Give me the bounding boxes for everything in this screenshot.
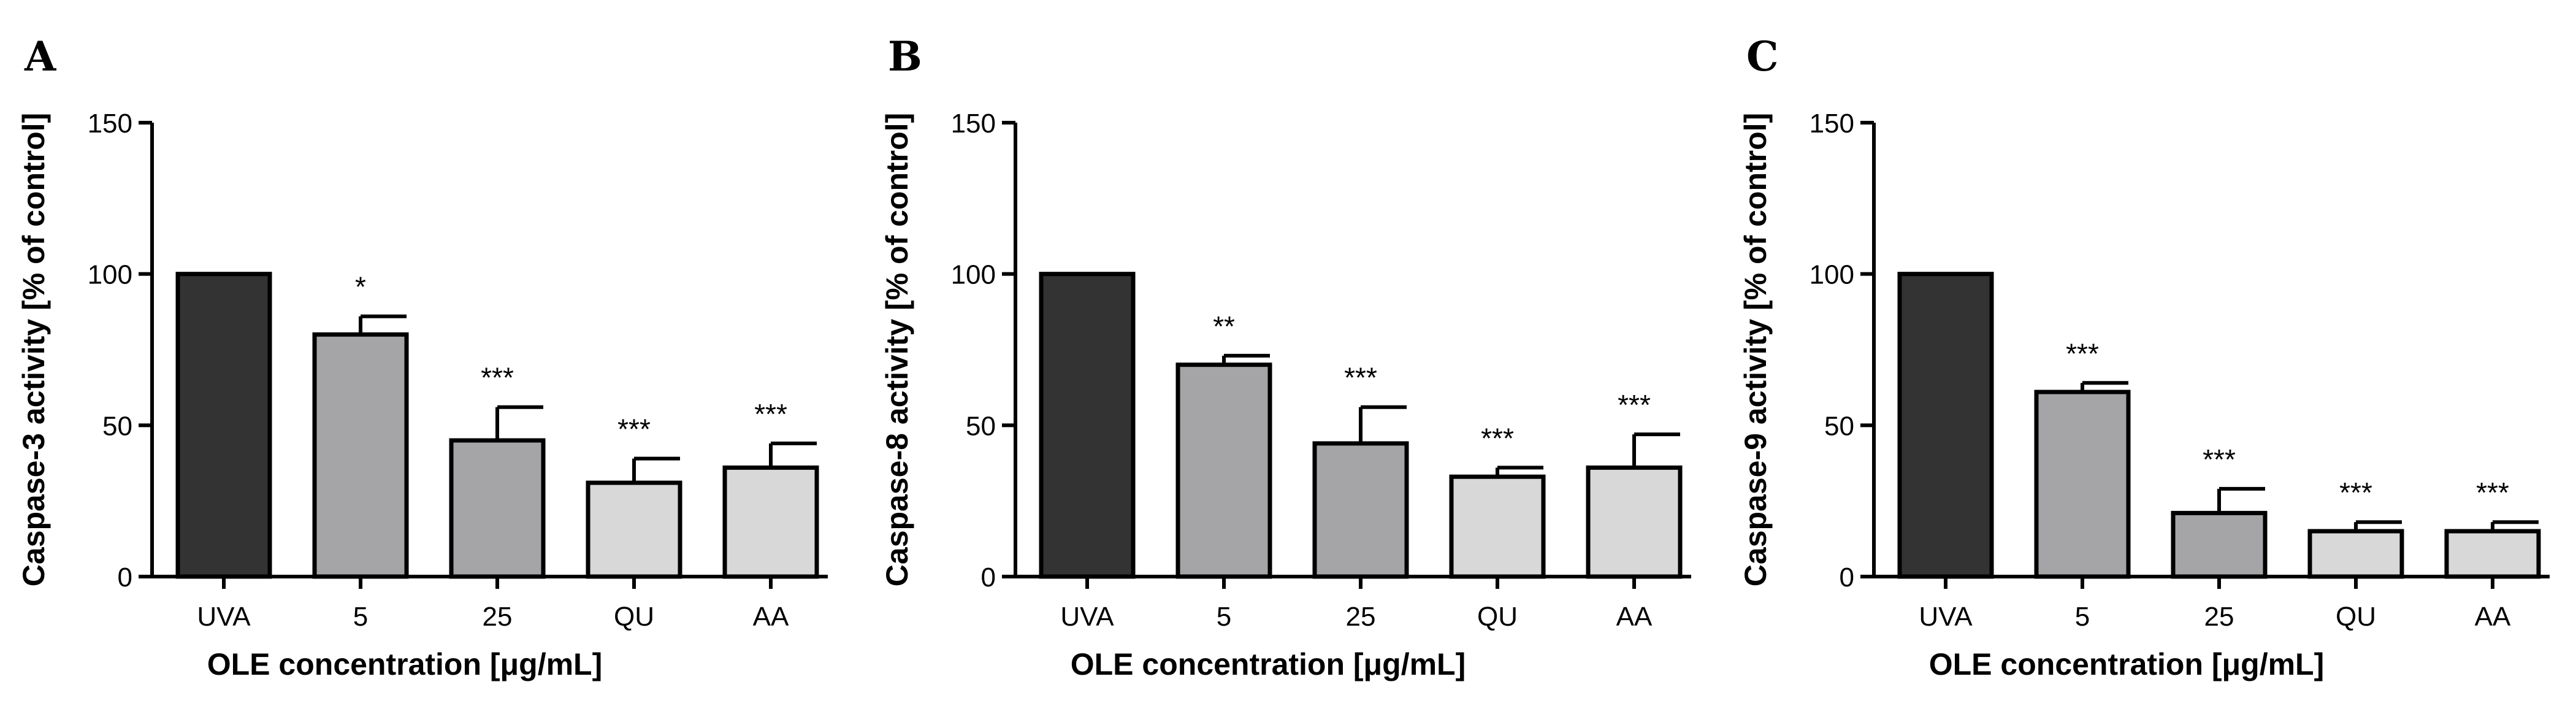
bar — [2171, 510, 2268, 579]
bar — [1039, 272, 1136, 579]
x-tick-label: 5 — [2075, 602, 2090, 632]
bar — [2307, 529, 2404, 579]
y-tick-label: 100 — [951, 260, 996, 290]
significance-label: *** — [1344, 362, 1377, 394]
x-axis-title: OLE concentration [μg/mL] — [1071, 647, 1466, 681]
y-axis-title: Caspase-9 activity [% of control] — [1738, 113, 1773, 586]
chart-panel-b: B Caspase-8 activity [% of control] 0 50 100… — [880, 33, 1691, 681]
bar — [312, 332, 409, 579]
x-tick-label: AA — [753, 602, 789, 632]
y-tick-label: 50 — [966, 411, 996, 441]
x-tick-label: QU — [2336, 602, 2376, 632]
x-tick-label: AA — [2475, 602, 2511, 632]
bar — [1586, 465, 1683, 579]
significance-label: *** — [2066, 337, 2099, 369]
y-tick-label: 0 — [118, 562, 132, 593]
y-tick-label: 100 — [1810, 260, 1854, 290]
significance-label: *** — [481, 362, 514, 394]
x-tick-label: AA — [1616, 602, 1653, 632]
x-tick-label: 5 — [353, 602, 368, 632]
bar — [1312, 441, 1409, 579]
x-tick-label: UVA — [197, 602, 251, 632]
bar — [449, 438, 546, 579]
chart-panel-c: C Caspase-9 activity [% of control] 0 50 100… — [1738, 33, 2550, 681]
significance-label: *** — [2476, 477, 2509, 508]
significance-label: *** — [1618, 389, 1651, 421]
y-tick-label: 100 — [88, 260, 132, 290]
x-tick-label: QU — [1477, 602, 1518, 632]
significance-label: *** — [754, 398, 787, 430]
chart-panel-a: A Caspase-3 activity [% of control] 0 50 100… — [17, 33, 828, 681]
y-tick-label: 50 — [102, 411, 132, 441]
significance-label: ** — [1213, 310, 1235, 342]
x-tick-label: 5 — [1217, 602, 1231, 632]
x-tick-label: 25 — [1346, 602, 1376, 632]
x-tick-label: UVA — [1919, 602, 1973, 632]
panel-letter: A — [24, 33, 56, 80]
x-axis-title: OLE concentration [μg/mL] — [207, 647, 602, 681]
bar — [586, 480, 682, 579]
bar — [722, 465, 819, 579]
bar — [175, 272, 272, 579]
bar — [2444, 529, 2541, 579]
x-tick-label: 25 — [483, 602, 513, 632]
y-tick-label: 150 — [88, 109, 132, 139]
bar — [1897, 272, 1994, 579]
panel-letter: B — [888, 33, 922, 80]
y-tick-label: 150 — [1810, 109, 1854, 139]
bar — [1449, 474, 1546, 579]
significance-label: *** — [2203, 443, 2236, 475]
significance-label: *** — [2339, 477, 2372, 508]
significance-label: * — [355, 271, 366, 303]
significance-label: *** — [617, 413, 651, 445]
significance-label: *** — [1481, 422, 1514, 454]
bar — [1175, 363, 1272, 579]
x-axis-title: OLE concentration [μg/mL] — [1929, 647, 2324, 681]
x-tick-label: 25 — [2204, 602, 2234, 632]
panel-letter: C — [1746, 33, 1779, 80]
y-tick-label: 50 — [1824, 411, 1854, 441]
y-tick-label: 150 — [951, 109, 996, 139]
x-tick-label: QU — [614, 602, 654, 632]
y-axis-title: Caspase-3 activity [% of control] — [17, 113, 51, 586]
y-axis-title: Caspase-8 activity [% of control] — [880, 113, 914, 586]
y-tick-label: 0 — [981, 562, 996, 593]
bar — [2034, 389, 2131, 579]
y-tick-label: 0 — [1840, 562, 1854, 593]
x-tick-label: UVA — [1060, 602, 1114, 632]
